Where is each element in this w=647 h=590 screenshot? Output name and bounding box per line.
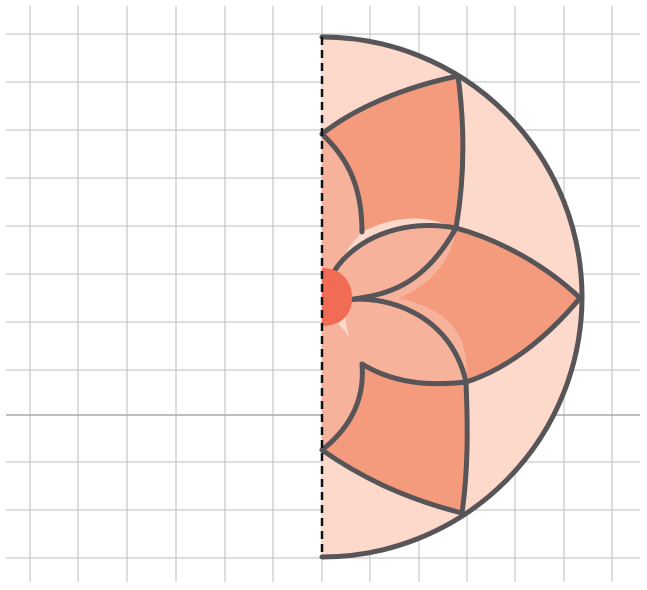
petal-inner-upper-left <box>322 134 362 282</box>
petal-top <box>322 76 463 232</box>
outline-inner-upper <box>332 223 459 273</box>
outline-inner-lower <box>359 361 469 387</box>
petal-inner-lower-right <box>345 296 467 384</box>
center-bud <box>322 268 352 326</box>
outline-petal-top <box>319 73 466 231</box>
outline-inner-upper-left <box>319 131 365 235</box>
outline-petal-bottom <box>319 379 470 516</box>
outline-inner-mid2 <box>344 296 469 385</box>
outline-inner-lower-left <box>319 361 365 453</box>
outlines <box>319 34 585 560</box>
petal-right <box>398 228 580 382</box>
outline-petal-right <box>453 225 583 385</box>
petal-inner-lower-left <box>322 318 363 450</box>
